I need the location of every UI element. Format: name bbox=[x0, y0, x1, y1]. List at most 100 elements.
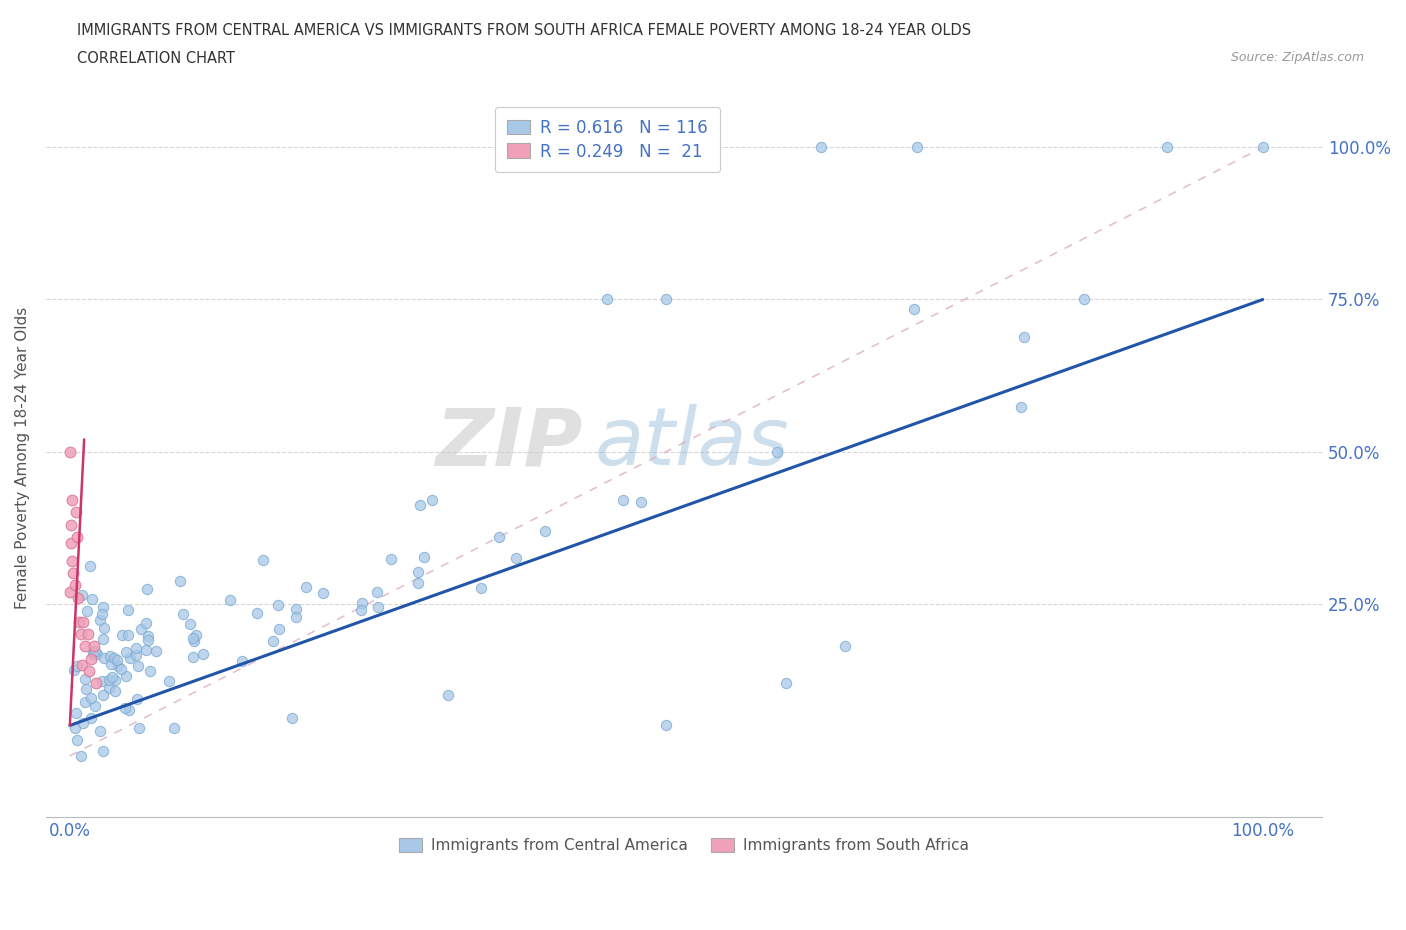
Point bbox=[103, 650, 125, 665]
Point bbox=[183, 633, 205, 648]
Point bbox=[70, 588, 93, 603]
Text: ZIP: ZIP bbox=[434, 405, 582, 483]
Point bbox=[97, 681, 120, 696]
Point bbox=[1251, 140, 1274, 154]
Point bbox=[408, 565, 430, 579]
Point bbox=[91, 600, 114, 615]
Point bbox=[79, 711, 101, 726]
Point bbox=[350, 595, 373, 610]
Point bbox=[75, 671, 97, 686]
Point bbox=[63, 578, 86, 593]
Point bbox=[1156, 140, 1178, 154]
Point bbox=[505, 551, 527, 565]
Point bbox=[612, 492, 634, 507]
Point bbox=[60, 553, 83, 568]
Point bbox=[366, 585, 388, 600]
Point bbox=[184, 628, 207, 643]
Point bbox=[76, 604, 98, 618]
Point bbox=[67, 591, 90, 605]
Point bbox=[76, 682, 98, 697]
Point bbox=[83, 644, 105, 658]
Point bbox=[114, 700, 136, 715]
Point bbox=[1010, 399, 1032, 414]
Point bbox=[60, 517, 83, 532]
Point bbox=[115, 669, 138, 684]
Point bbox=[281, 711, 304, 725]
Point bbox=[66, 529, 89, 544]
Point bbox=[91, 744, 114, 759]
Point bbox=[595, 292, 617, 307]
Point bbox=[77, 663, 100, 678]
Point bbox=[437, 687, 460, 702]
Point bbox=[104, 684, 127, 698]
Point bbox=[294, 579, 316, 594]
Point bbox=[91, 688, 114, 703]
Point bbox=[128, 721, 150, 736]
Point bbox=[630, 495, 652, 510]
Point bbox=[59, 584, 82, 599]
Point bbox=[136, 629, 159, 644]
Point bbox=[80, 691, 103, 706]
Point bbox=[193, 646, 215, 661]
Point bbox=[83, 698, 105, 713]
Point bbox=[65, 706, 87, 721]
Point bbox=[101, 670, 124, 684]
Text: atlas: atlas bbox=[595, 405, 790, 483]
Point bbox=[100, 656, 122, 671]
Point bbox=[350, 603, 373, 618]
Y-axis label: Female Poverty Among 18-24 Year Olds: Female Poverty Among 18-24 Year Olds bbox=[15, 307, 30, 609]
Point bbox=[83, 639, 105, 654]
Point bbox=[93, 621, 115, 636]
Point bbox=[127, 658, 149, 673]
Point bbox=[90, 674, 112, 689]
Point bbox=[159, 674, 181, 689]
Point bbox=[903, 301, 925, 316]
Point bbox=[118, 650, 141, 665]
Point bbox=[285, 610, 308, 625]
Point bbox=[262, 633, 284, 648]
Point bbox=[72, 615, 94, 630]
Point bbox=[367, 599, 389, 614]
Point bbox=[231, 654, 253, 669]
Point bbox=[60, 493, 83, 508]
Point bbox=[412, 550, 434, 565]
Point bbox=[219, 592, 242, 607]
Text: IMMIGRANTS FROM CENTRAL AMERICA VS IMMIGRANTS FROM SOUTH AFRICA FEMALE POVERTY A: IMMIGRANTS FROM CENTRAL AMERICA VS IMMIG… bbox=[77, 23, 972, 38]
Point bbox=[267, 598, 290, 613]
Legend: Immigrants from Central America, Immigrants from South Africa: Immigrants from Central America, Immigra… bbox=[394, 832, 976, 859]
Point bbox=[75, 639, 97, 654]
Point bbox=[70, 749, 93, 764]
Point bbox=[110, 662, 132, 677]
Point bbox=[655, 718, 678, 733]
Point bbox=[59, 445, 82, 459]
Point bbox=[111, 628, 134, 643]
Point bbox=[810, 140, 832, 154]
Point bbox=[246, 605, 269, 620]
Point bbox=[138, 663, 160, 678]
Point bbox=[766, 445, 789, 459]
Point bbox=[62, 662, 84, 677]
Point bbox=[93, 631, 115, 646]
Point bbox=[75, 695, 97, 710]
Point bbox=[135, 581, 157, 596]
Point bbox=[98, 672, 121, 687]
Point bbox=[1073, 292, 1095, 307]
Point bbox=[125, 692, 148, 707]
Point bbox=[655, 292, 678, 307]
Text: CORRELATION CHART: CORRELATION CHART bbox=[77, 51, 235, 66]
Point bbox=[89, 724, 111, 738]
Point bbox=[183, 631, 205, 645]
Text: Source: ZipAtlas.com: Source: ZipAtlas.com bbox=[1230, 51, 1364, 64]
Point bbox=[60, 536, 83, 551]
Point bbox=[136, 633, 159, 648]
Point bbox=[100, 648, 122, 663]
Point bbox=[104, 672, 127, 687]
Point bbox=[72, 716, 94, 731]
Point bbox=[252, 552, 274, 567]
Point bbox=[69, 627, 91, 642]
Point bbox=[63, 721, 86, 736]
Point bbox=[76, 627, 98, 642]
Point bbox=[62, 565, 84, 580]
Point bbox=[115, 644, 138, 659]
Point bbox=[79, 558, 101, 573]
